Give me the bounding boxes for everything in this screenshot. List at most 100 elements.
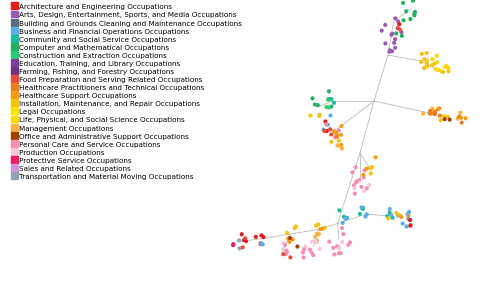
Point: [440, 117, 448, 121]
Point: [256, 242, 264, 247]
Point: [256, 241, 264, 246]
Point: [286, 255, 294, 260]
Point: [390, 40, 398, 45]
Point: [423, 60, 431, 65]
Point: [330, 100, 338, 105]
Point: [337, 132, 345, 137]
Point: [456, 110, 464, 115]
Point: [391, 45, 399, 50]
Point: [358, 185, 366, 189]
Point: [328, 139, 336, 144]
Point: [436, 113, 444, 118]
Point: [325, 89, 333, 94]
Point: [394, 19, 402, 24]
Point: [284, 236, 292, 241]
Point: [360, 188, 368, 193]
Point: [436, 106, 444, 111]
Point: [343, 215, 351, 220]
Point: [444, 114, 452, 119]
Point: [308, 250, 316, 255]
Point: [352, 165, 360, 170]
Point: [350, 186, 358, 191]
Point: [288, 237, 296, 242]
Point: [398, 33, 406, 38]
Point: [428, 106, 436, 111]
Point: [444, 65, 452, 70]
Point: [257, 241, 265, 246]
Point: [332, 131, 340, 136]
Point: [399, 0, 407, 5]
Point: [436, 118, 444, 123]
Point: [316, 247, 324, 252]
Point: [384, 214, 392, 218]
Point: [382, 23, 390, 28]
Point: [340, 232, 347, 237]
Point: [279, 241, 287, 245]
Point: [236, 246, 244, 251]
Point: [457, 115, 465, 120]
Point: [396, 22, 404, 27]
Point: [406, 218, 414, 222]
Point: [338, 226, 346, 230]
Point: [440, 114, 448, 119]
Point: [308, 240, 316, 244]
Point: [454, 116, 462, 121]
Point: [362, 214, 370, 219]
Point: [334, 143, 342, 148]
Point: [431, 112, 439, 117]
Point: [384, 216, 392, 221]
Point: [302, 244, 310, 249]
Point: [284, 249, 292, 254]
Point: [398, 221, 406, 226]
Point: [402, 9, 410, 14]
Point: [422, 63, 430, 68]
Point: [320, 129, 328, 133]
Point: [386, 207, 394, 211]
Point: [260, 235, 268, 240]
Point: [368, 165, 376, 170]
Point: [433, 53, 441, 58]
Point: [323, 129, 331, 133]
Point: [366, 171, 374, 176]
Point: [423, 58, 431, 63]
Point: [328, 104, 336, 109]
Point: [442, 64, 450, 69]
Point: [396, 27, 404, 32]
Point: [326, 127, 334, 132]
Point: [330, 245, 338, 250]
Point: [316, 114, 324, 118]
Point: [328, 97, 336, 102]
Point: [462, 116, 469, 121]
Point: [337, 145, 345, 150]
Point: [455, 114, 463, 119]
Point: [315, 232, 323, 237]
Point: [336, 208, 344, 213]
Point: [322, 105, 330, 110]
Point: [428, 62, 436, 67]
Point: [326, 113, 334, 118]
Point: [252, 234, 260, 239]
Point: [242, 236, 250, 241]
Point: [358, 205, 366, 210]
Point: [335, 128, 343, 133]
Point: [394, 213, 402, 218]
Point: [382, 41, 390, 46]
Point: [410, 11, 418, 16]
Point: [402, 224, 410, 229]
Point: [386, 210, 394, 215]
Point: [281, 242, 289, 247]
Point: [396, 213, 404, 218]
Point: [352, 180, 360, 185]
Point: [326, 239, 334, 244]
Point: [360, 175, 368, 180]
Point: [458, 120, 466, 125]
Point: [407, 222, 415, 227]
Point: [405, 209, 413, 214]
Point: [335, 245, 343, 250]
Point: [417, 59, 425, 64]
Point: [338, 124, 345, 129]
Point: [342, 216, 349, 221]
Point: [394, 26, 402, 31]
Point: [406, 17, 414, 21]
Point: [359, 205, 367, 210]
